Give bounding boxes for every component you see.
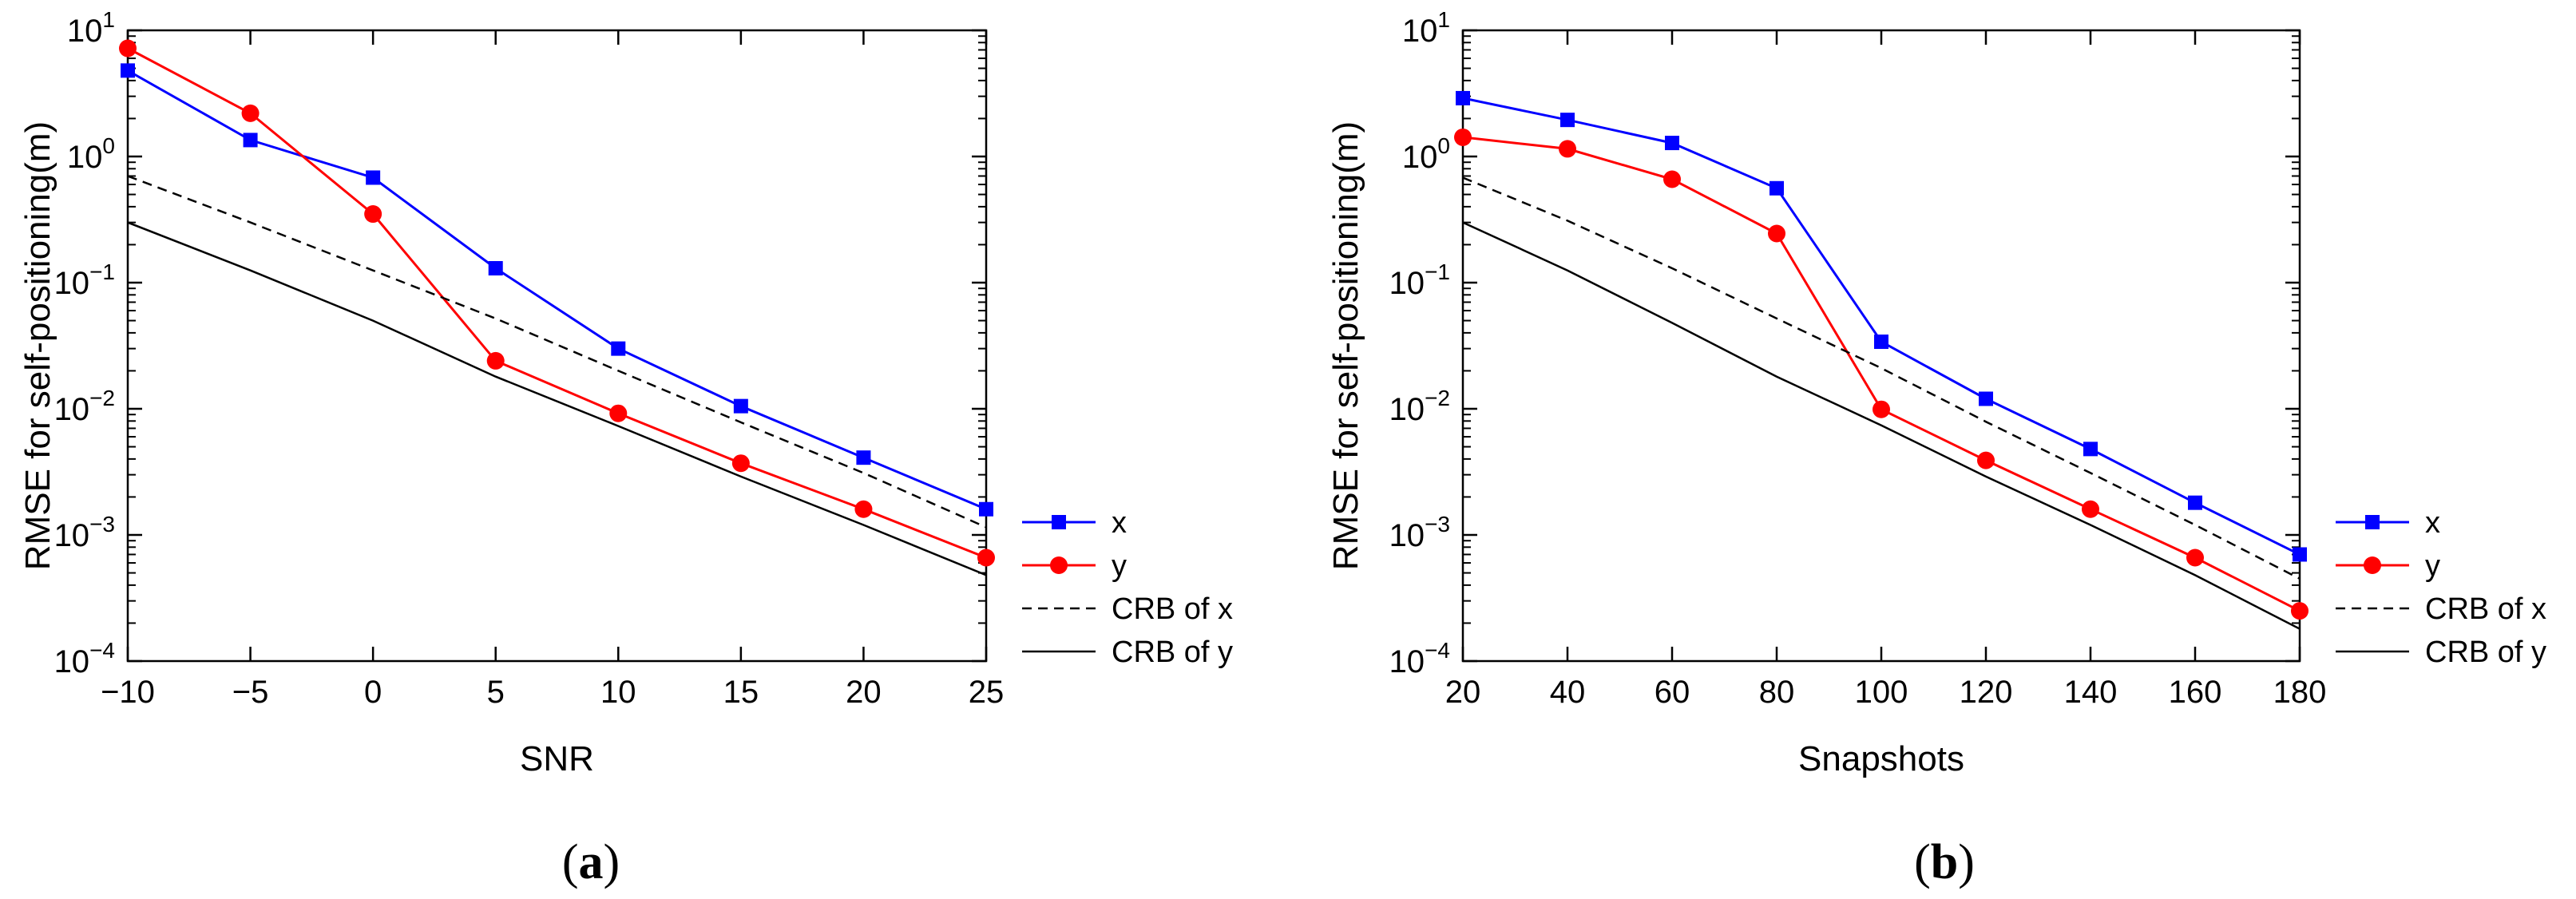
y-axis-label: RMSE for self-positioning(m) — [18, 121, 57, 570]
point-y — [2291, 602, 2308, 620]
point-y — [119, 39, 137, 57]
legend-label-x: x — [1112, 506, 1127, 540]
point-y — [364, 205, 382, 224]
point-x — [243, 133, 258, 148]
point-x — [1456, 90, 1470, 105]
point-y — [2082, 500, 2099, 518]
series-line-x — [1463, 97, 2300, 556]
point-y — [977, 549, 995, 567]
x-tick-label: 160 — [2169, 675, 2222, 710]
y-tick-label: 10−3 — [54, 512, 115, 553]
legend-label-y: y — [1112, 549, 1127, 583]
x-tick-label: 40 — [1550, 675, 1586, 710]
point-x — [1979, 391, 1993, 406]
x-tick-label: 140 — [2064, 675, 2118, 710]
x-tick-label: −5 — [232, 675, 269, 710]
point-x — [611, 341, 626, 356]
point-y — [1454, 128, 1472, 146]
x-tick-label: 100 — [1855, 675, 1908, 710]
x-tick-label: 0 — [364, 675, 382, 710]
series-line-y — [1463, 136, 2300, 612]
legend-label-crb-of-x: CRB of x — [1112, 592, 1233, 626]
legend-marker-y — [2364, 556, 2381, 574]
legend-label-crb-of-x: CRB of x — [2425, 592, 2546, 626]
series-line-y — [128, 47, 986, 559]
series-line-crb-of-y — [1463, 221, 2300, 630]
y-tick-label: 10−1 — [54, 259, 115, 301]
y-tick-label: 101 — [67, 7, 115, 49]
point-y — [1663, 170, 1681, 188]
point-y — [241, 104, 260, 122]
legend-marker-y — [1050, 556, 1068, 574]
x-tick-label: 20 — [846, 675, 882, 710]
point-y — [2186, 549, 2204, 567]
legend-label-crb-of-y: CRB of y — [2425, 636, 2546, 669]
legend-marker-x — [1052, 515, 1066, 529]
y-tick-label: 100 — [67, 133, 115, 175]
series-line-crb-of-y — [128, 221, 986, 576]
point-y — [731, 454, 750, 473]
y-tick-label: 101 — [1402, 7, 1450, 49]
panel-label: (b) — [1914, 835, 1975, 889]
x-tick-label: 60 — [1655, 675, 1690, 710]
point-x — [366, 170, 381, 185]
point-x — [856, 450, 871, 465]
point-x — [1665, 136, 1679, 151]
plot-frame — [126, 29, 988, 663]
legend-marker-x — [2365, 515, 2380, 529]
x-tick-label: 15 — [723, 675, 759, 710]
x-tick-label: 180 — [2273, 675, 2327, 710]
point-x — [2083, 442, 2098, 457]
panel-b: 10−4 10−3 10−2 10−1 100 101 20 40 60 80 100 120 140 1… — [1326, 7, 2546, 889]
x-tick-label: 80 — [1759, 675, 1795, 710]
point-x — [121, 63, 135, 78]
legend-label-x: x — [2425, 506, 2440, 540]
point-y — [1559, 140, 1576, 158]
x-tick-label: −10 — [101, 675, 155, 710]
point-y — [486, 351, 505, 370]
x-tick-label: 25 — [969, 675, 1005, 710]
point-x — [1560, 113, 1575, 128]
y-tick-label: 100 — [1402, 133, 1450, 175]
panel-a: 10−4 10−3 10−2 10−1 100 101 −10 −5 0 5 10 15 20 25 SNR… — [18, 7, 1233, 889]
series-line-crb-of-x — [128, 175, 986, 529]
point-x — [733, 398, 748, 414]
x-axis-label: Snapshots — [1798, 739, 1964, 778]
y-tick-label: 10−4 — [1389, 638, 1450, 679]
x-tick-label: 5 — [487, 675, 505, 710]
point-y — [854, 500, 873, 518]
point-x — [2188, 495, 2202, 510]
point-y — [1873, 400, 1890, 418]
x-tick-label: 10 — [600, 675, 636, 710]
legend-label-crb-of-y: CRB of y — [1112, 636, 1233, 669]
series-line-crb-of-x — [1463, 176, 2300, 580]
point-x — [488, 260, 503, 275]
point-y — [609, 404, 628, 422]
point-x — [1874, 335, 1888, 350]
x-axis-label: SNR — [520, 739, 594, 778]
panel-label: (a) — [562, 835, 620, 889]
point-x — [979, 501, 993, 517]
y-tick-label: 10−2 — [1389, 386, 1450, 427]
x-tick-label: 20 — [1445, 675, 1481, 710]
point-y — [1768, 224, 1785, 243]
y-tick-label: 10−1 — [1389, 259, 1450, 301]
x-tick-label: 120 — [1960, 675, 2013, 710]
y-tick-label: 10−3 — [1389, 512, 1450, 553]
point-y — [1977, 451, 1995, 469]
point-x — [1770, 180, 1784, 196]
y-axis-label: RMSE for self-positioning(m) — [1326, 121, 1365, 570]
series-line-x — [128, 69, 986, 511]
legend-label-y: y — [2425, 549, 2440, 583]
y-tick-label: 10−4 — [54, 638, 115, 679]
point-x — [2293, 547, 2307, 562]
y-tick-label: 10−2 — [54, 386, 115, 427]
